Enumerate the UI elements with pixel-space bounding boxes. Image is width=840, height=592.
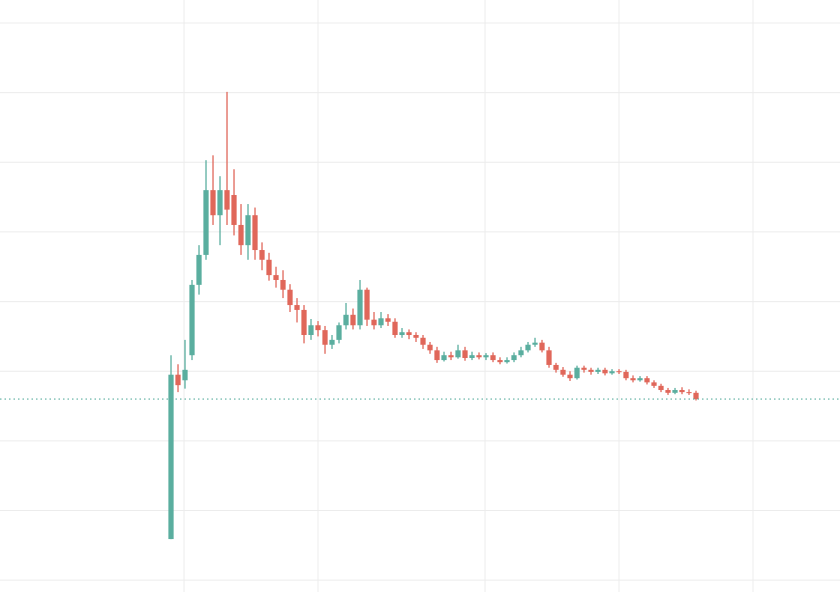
candle-body	[245, 215, 251, 246]
candle-body	[301, 309, 307, 336]
candle-body	[427, 344, 433, 351]
candle-body	[525, 344, 531, 351]
candle-body	[462, 350, 468, 358]
candle-body	[343, 314, 349, 326]
candle-body	[259, 250, 265, 260]
candle-body	[553, 364, 559, 370]
candle-body	[203, 190, 209, 255]
candle-body	[252, 215, 258, 251]
candle-body	[644, 378, 650, 383]
candle-body	[567, 374, 573, 379]
candle-body	[693, 392, 699, 400]
candle-body	[434, 350, 440, 361]
candle-body	[336, 325, 342, 340]
candle-body	[539, 342, 545, 351]
candle-body	[371, 319, 377, 326]
candle-body	[574, 367, 580, 379]
candle-body	[168, 374, 174, 540]
candle-body	[483, 355, 489, 358]
candle-body	[420, 337, 426, 345]
candle-body	[504, 360, 510, 363]
candle-body	[294, 305, 300, 310]
candle-body	[308, 325, 314, 336]
candle-body	[588, 369, 594, 372]
candle-body	[581, 367, 587, 370]
candle-body	[357, 289, 363, 326]
candle-body	[637, 378, 643, 381]
candle-body	[231, 195, 237, 225]
candle-body	[476, 355, 482, 358]
candle-body	[490, 355, 496, 361]
candle-body	[315, 325, 321, 331]
candle-body	[182, 369, 188, 381]
candle-body	[609, 371, 615, 374]
candle-body	[329, 339, 335, 345]
candle-body	[497, 360, 503, 363]
candle-body	[378, 318, 384, 326]
candle-body	[273, 275, 279, 280]
candle-body	[532, 342, 538, 345]
candle-body	[448, 355, 454, 358]
candle-body	[406, 332, 412, 336]
candle-body	[287, 289, 293, 306]
candle-body	[616, 371, 622, 373]
candle-body	[189, 284, 195, 356]
candle-body	[455, 350, 461, 358]
candle-body	[217, 190, 223, 216]
candle-body	[602, 369, 608, 374]
candle-body	[686, 392, 692, 394]
candle-body	[322, 330, 328, 345]
candle-body	[441, 355, 447, 361]
candle-body	[350, 314, 356, 326]
candle-body	[679, 390, 685, 393]
candle-body	[224, 190, 230, 210]
candle-body	[595, 369, 601, 372]
candle-body	[413, 335, 419, 338]
candle-body	[280, 279, 286, 290]
candle-body	[175, 374, 181, 386]
candle-body	[392, 321, 398, 336]
candle-body	[518, 350, 524, 356]
candle-body	[385, 318, 391, 322]
candle-body	[623, 371, 629, 379]
candle-body	[196, 254, 202, 285]
candle-body	[364, 289, 370, 320]
candle-body	[658, 385, 664, 391]
candle-body	[238, 224, 244, 246]
candle-body	[210, 190, 216, 216]
candle-body	[399, 332, 405, 336]
candle-body	[469, 355, 475, 358]
candle-body	[511, 355, 517, 361]
candle-body	[672, 390, 678, 393]
candle-body	[266, 259, 272, 276]
candle-body	[651, 382, 657, 386]
candle-body	[560, 369, 566, 375]
candle-body	[630, 378, 636, 381]
candle-body	[546, 350, 552, 365]
candle-body	[665, 390, 671, 393]
